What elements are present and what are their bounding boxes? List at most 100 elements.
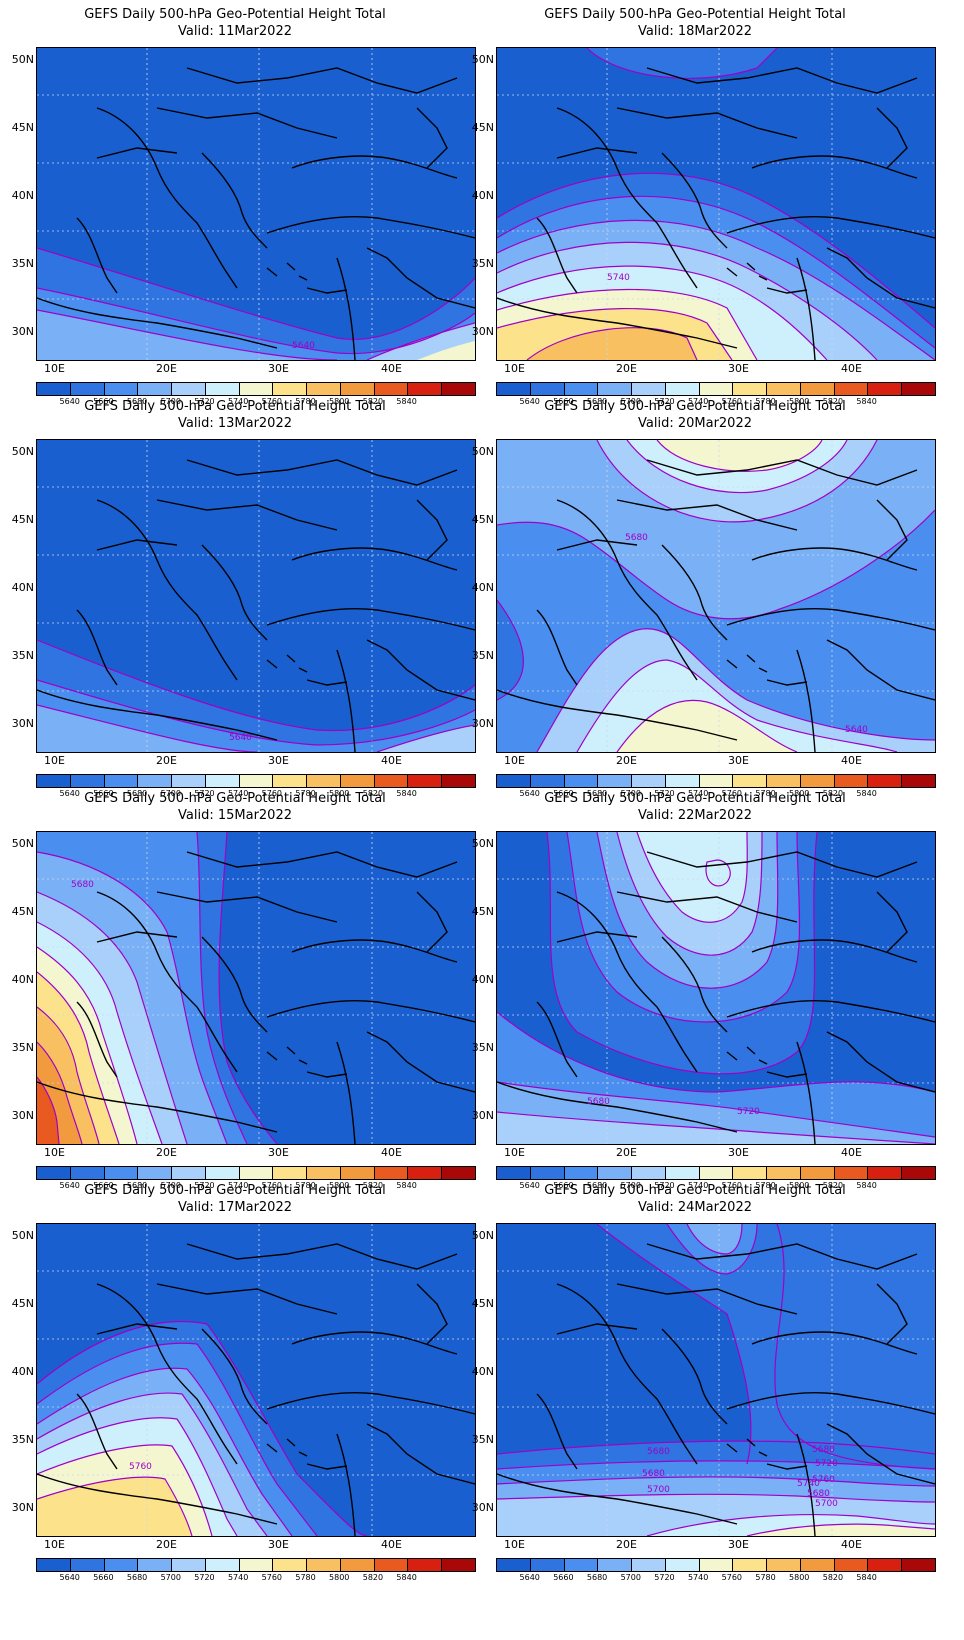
contour-line [666, 1224, 758, 1275]
longitude-label: 40E [381, 362, 402, 375]
colorbar-swatch [408, 1559, 443, 1571]
colorbar-swatch [530, 383, 565, 395]
contour-line [37, 1041, 83, 1144]
coastline [556, 147, 638, 159]
contour-line [497, 1440, 935, 1455]
contour-label: 5720 [815, 1459, 838, 1469]
colorbar-swatch [598, 383, 633, 395]
contour-line [705, 859, 731, 887]
colorbar-swatch [497, 383, 531, 395]
coastline [336, 649, 356, 752]
colorbar-label: 5660 [93, 397, 114, 406]
colorbar [496, 1166, 936, 1180]
coastline [201, 152, 268, 249]
longitude-label: 30E [728, 1538, 749, 1551]
coastline [156, 891, 338, 923]
longitude-label: 40E [841, 362, 862, 375]
latitude-label: 40N [471, 189, 494, 202]
coastline [96, 931, 178, 943]
longitude-label: 20E [156, 362, 177, 375]
colorbar-label: 5660 [553, 1573, 574, 1582]
colorbar-label: 5760 [721, 1181, 743, 1190]
coastline [556, 107, 698, 289]
map-title: GEFS Daily 500-hPa Geo-Potential Height … [544, 791, 846, 806]
contour-line [566, 832, 801, 1023]
colorbar-swatch [37, 383, 71, 395]
colorbar-label: 5680 [586, 789, 608, 798]
height-band [617, 700, 797, 752]
height-band [587, 48, 777, 79]
contour-line [546, 832, 818, 1075]
contour-line [586, 48, 778, 80]
coastline [556, 931, 638, 943]
height-field-map: 5640 [37, 440, 475, 752]
contour-line [536, 628, 935, 752]
latitude-label: 40N [471, 581, 494, 594]
latitude-label: 50N [11, 445, 34, 458]
colorbar-label: 5720 [654, 397, 675, 406]
coastline [96, 107, 238, 289]
coastline [751, 1331, 918, 1355]
coastline [156, 107, 338, 139]
colorbar-label: 5640 [59, 397, 80, 406]
coastline [291, 939, 458, 963]
coastline [186, 851, 458, 878]
latitude-label: 50N [11, 53, 34, 66]
coastline [726, 262, 768, 281]
coastline [76, 217, 118, 294]
coastline [661, 544, 728, 641]
longitude-label: 30E [728, 754, 749, 767]
contour-label: 5760 [812, 1475, 835, 1485]
colorbar-swatch [307, 1559, 341, 1571]
height-band [37, 1477, 192, 1536]
contour-label: 5760 [129, 1462, 152, 1472]
colorbar-label: 5820 [822, 789, 844, 798]
contour-label: 5700 [815, 1499, 838, 1509]
colorbar-swatch [733, 775, 768, 787]
colorbar-label: 5740 [687, 397, 709, 406]
colorbar-label: 5840 [856, 1181, 877, 1190]
contour-label: 5640 [229, 733, 252, 743]
contour-line [646, 1514, 935, 1536]
coastline [616, 1283, 798, 1315]
longitude-label: 10E [504, 754, 525, 767]
contour-label: 5700 [647, 1485, 670, 1495]
latitude-label: 40N [11, 581, 34, 594]
coastline [156, 499, 338, 531]
contour-line [37, 679, 475, 746]
valid-date: Valid: 13Mar2022 [178, 416, 292, 431]
colorbar-swatch [598, 775, 633, 787]
colorbar-label: 5660 [553, 789, 574, 798]
contour-line [37, 1320, 368, 1536]
map-frame: 5640 [36, 47, 476, 361]
coastline [336, 1041, 356, 1144]
latitude-label: 45N [471, 513, 494, 526]
contour-line [616, 832, 763, 956]
coastline [156, 1283, 338, 1315]
colorbar-swatch [699, 1559, 734, 1571]
colorbar-label: 5840 [856, 1573, 877, 1582]
colorbar-swatch [767, 1559, 801, 1571]
colorbar-swatch [70, 1167, 105, 1179]
colorbar-label: 5740 [227, 1181, 249, 1190]
colorbar-swatch [699, 775, 734, 787]
height-band [377, 725, 475, 752]
coastline [826, 1031, 935, 1093]
contour-line [37, 639, 475, 732]
colorbar-swatch [564, 383, 599, 395]
valid-date: Valid: 15Mar2022 [178, 808, 292, 823]
height-band [497, 1112, 935, 1144]
colorbar-label: 5740 [687, 1181, 709, 1190]
coastline [726, 607, 935, 631]
coastline [201, 1328, 268, 1425]
colorbar-swatch [800, 1167, 835, 1179]
colorbar-label: 5700 [620, 397, 641, 406]
coastline [266, 215, 475, 239]
height-band [774, 1224, 935, 1469]
colorbar-label: 5800 [789, 397, 810, 406]
coastline [266, 607, 475, 631]
contour-line [376, 724, 475, 752]
height-field-map: 5680 5720 [497, 832, 935, 1144]
colorbar-swatch [138, 775, 173, 787]
longitude-label: 10E [44, 1538, 65, 1551]
